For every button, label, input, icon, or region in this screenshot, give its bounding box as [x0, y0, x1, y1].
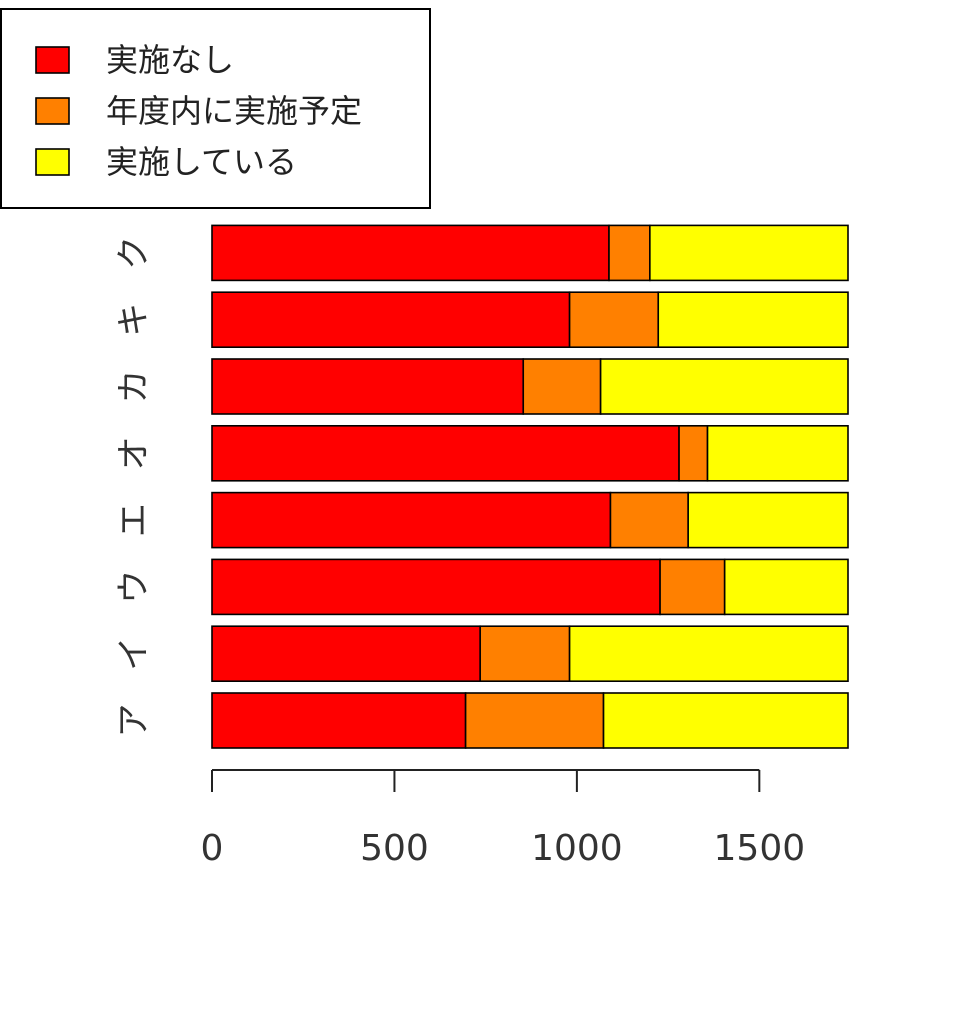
legend-swatch-2 — [35, 97, 70, 125]
bar-segment-3-1 — [211, 558, 661, 616]
bar-segment-7-1 — [211, 291, 571, 349]
bar-segment-3-2 — [659, 558, 726, 616]
bar-segment-5-2 — [678, 424, 709, 482]
bar-segment-8-3 — [649, 224, 849, 282]
legend-swatch-1 — [35, 46, 70, 74]
bar-segment-4-3 — [687, 491, 849, 549]
category-label-6: カ — [114, 370, 154, 404]
bar-segment-6-2 — [522, 358, 602, 415]
legend-label-1: 実施なし — [106, 41, 234, 79]
bar-segment-5-1 — [211, 424, 680, 482]
bar-segment-6-3 — [599, 358, 849, 415]
bar-segment-7-2 — [568, 291, 660, 349]
bar-segment-8-2 — [608, 224, 651, 282]
bar-segment-1-2 — [464, 692, 605, 749]
bar-segment-4-1 — [211, 491, 612, 549]
bar-segment-2-3 — [568, 625, 849, 683]
category-label-5: オ — [114, 436, 154, 470]
legend-box — [0, 8, 431, 209]
bar-segment-5-3 — [706, 424, 849, 482]
legend-label-3: 実施している — [106, 143, 297, 181]
x-tick-label-2: 500 — [360, 828, 429, 869]
x-tick-label-4: 1500 — [714, 828, 806, 869]
bar-segment-2-2 — [479, 625, 571, 683]
bar-segment-8-1 — [211, 224, 610, 282]
category-label-8: ク — [114, 236, 154, 270]
legend-swatch-3 — [35, 148, 70, 176]
category-label-7: キ — [114, 303, 154, 337]
x-tick-label-3: 1000 — [531, 828, 623, 869]
bar-segment-1-1 — [211, 692, 467, 749]
bar-segment-4-2 — [609, 491, 689, 549]
bar-segment-1-3 — [602, 692, 849, 749]
legend-label-2: 年度内に実施予定 — [106, 92, 362, 130]
category-label-3: ウ — [114, 570, 154, 604]
x-axis: 0 500 1000 1500 — [201, 769, 806, 869]
bar-segment-2-1 — [211, 625, 481, 683]
category-label-2: イ — [114, 637, 154, 671]
category-label-4: エ — [114, 503, 154, 537]
bar-segment-6-1 — [211, 358, 525, 415]
bars-group — [211, 224, 849, 749]
bar-segment-3-3 — [723, 558, 849, 616]
x-tick-label-1: 0 — [201, 828, 224, 869]
category-label-1: ア — [114, 704, 154, 738]
bar-segment-7-3 — [657, 291, 849, 349]
